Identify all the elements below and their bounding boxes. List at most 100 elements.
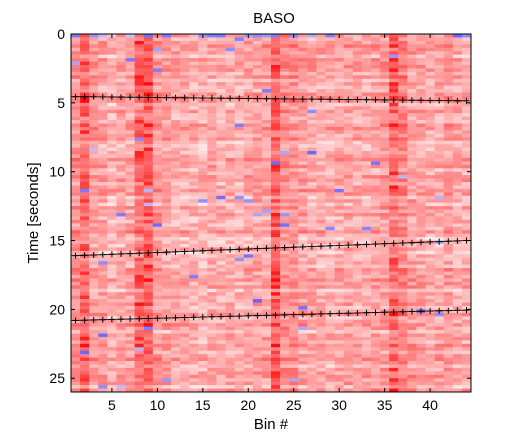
heatmap-cell: [380, 271, 390, 276]
heatmap-cell: [89, 61, 99, 66]
heatmap-cell: [334, 250, 345, 255]
heatmap-cell: [261, 102, 272, 107]
heatmap-cell: [325, 261, 336, 266]
heatmap-cell: [234, 202, 245, 207]
heatmap-cell: [180, 82, 190, 87]
heatmap-cell: [298, 168, 308, 173]
heatmap-cell: [216, 292, 226, 297]
heatmap-cell: [98, 206, 108, 210]
heatmap-cell: [207, 336, 217, 341]
heatmap-cell: [261, 223, 272, 228]
heatmap-cell: [171, 113, 181, 118]
heatmap-cell: [280, 278, 290, 283]
heatmap-cell: [216, 233, 226, 238]
heatmap-cell: [325, 120, 336, 124]
heatmap-cell: [443, 243, 454, 248]
heatmap-cell: [461, 257, 472, 262]
heatmap-cell: [134, 257, 145, 262]
heatmap-cell: [443, 254, 454, 259]
plus-marker: [172, 314, 179, 321]
heatmap-cell: [143, 240, 154, 245]
heatmap-cell: [398, 343, 408, 348]
heatmap-cell: [289, 192, 299, 197]
heatmap-cell: [189, 71, 199, 76]
heatmap-cell: [89, 343, 99, 348]
heatmap-cell: [298, 350, 308, 355]
heatmap-cell: [161, 257, 172, 262]
heatmap-cell: [371, 64, 381, 69]
heatmap-cell: [371, 268, 381, 272]
heatmap-cell: [316, 54, 326, 59]
heatmap-cell: [289, 371, 299, 376]
heatmap-cell: [243, 192, 254, 197]
heatmap-cell: [452, 78, 463, 83]
heatmap-cell: [389, 178, 399, 183]
heatmap-cell: [243, 92, 254, 97]
heatmap-cell: [243, 361, 254, 365]
heatmap-cell: [189, 164, 199, 169]
heatmap-cell: [98, 216, 108, 221]
heatmap-cell: [389, 126, 399, 131]
heatmap-cell: [252, 154, 263, 159]
heatmap-cell: [352, 326, 363, 331]
heatmap-cell: [89, 82, 99, 87]
heatmap-cell: [261, 381, 272, 386]
heatmap-cell: [98, 40, 108, 45]
heatmap-cell: [407, 175, 417, 179]
heatmap-cell: [452, 250, 463, 255]
heatmap-cell: [116, 213, 126, 217]
heatmap-cell: [443, 381, 454, 386]
heatmap-cell: [271, 51, 281, 56]
heatmap-cell: [125, 357, 136, 362]
heatmap-cell: [334, 219, 345, 224]
heatmap-cell: [280, 68, 290, 73]
heatmap-cell: [134, 268, 145, 272]
heatmap-cell: [298, 116, 308, 121]
heatmap-cell: [280, 202, 290, 207]
heatmap-cell: [371, 371, 381, 376]
heatmap-cell: [343, 361, 354, 365]
heatmap-cell: [225, 354, 236, 358]
heatmap-cell: [98, 51, 108, 56]
heatmap-cell: [289, 240, 299, 245]
heatmap-cell: [180, 188, 190, 193]
heatmap-cell: [316, 75, 326, 80]
heatmap-cell: [461, 295, 472, 300]
heatmap-cell: [352, 47, 363, 52]
heatmap-cell: [425, 347, 436, 352]
heatmap-cell: [343, 168, 354, 173]
heatmap-cell: [234, 388, 245, 393]
heatmap-cell: [80, 326, 90, 331]
heatmap-cell: [398, 116, 408, 121]
heatmap-cell: [216, 206, 226, 210]
heatmap-cell: [89, 126, 99, 131]
heatmap-cell: [89, 37, 99, 42]
heatmap-cell: [98, 257, 108, 262]
heatmap-cell: [307, 40, 317, 45]
heatmap-cell: [125, 126, 136, 131]
heatmap-cell: [434, 230, 445, 235]
heatmap-cell: [343, 254, 354, 259]
heatmap-cell: [416, 385, 426, 389]
heatmap-cell: [98, 378, 108, 383]
heatmap-cell: [225, 171, 236, 176]
heatmap-cell: [443, 137, 454, 142]
heatmap-cell: [252, 133, 263, 138]
heatmap-cell: [198, 213, 208, 217]
heatmap-cell: [407, 34, 417, 38]
heatmap-cell: [271, 178, 281, 183]
heatmap-cell: [289, 223, 299, 228]
heatmap-cell: [298, 371, 308, 376]
plus-marker: [236, 246, 243, 253]
heatmap-cell: [143, 213, 154, 217]
heatmap-cell: [416, 226, 426, 231]
heatmap-cell: [434, 274, 445, 279]
heatmap-cell: [89, 75, 99, 80]
heatmap-cell: [407, 326, 417, 331]
heatmap-cell: [80, 216, 90, 221]
heatmap-cell: [243, 199, 254, 204]
heatmap-cell: [389, 268, 399, 272]
heatmap-cell: [143, 288, 154, 293]
heatmap-cell: [180, 89, 190, 93]
heatmap-cell: [443, 140, 454, 145]
